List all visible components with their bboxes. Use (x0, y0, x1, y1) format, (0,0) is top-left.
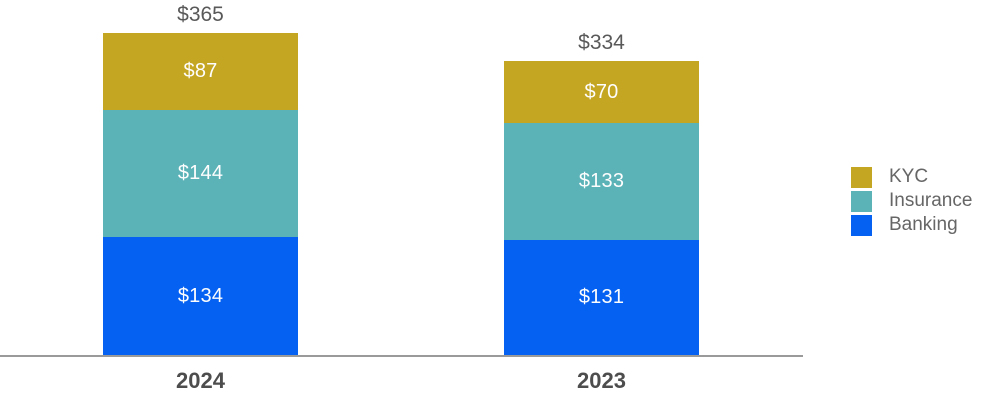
legend-label-insurance: Insurance (889, 190, 973, 211)
category-label-2024: 2024 (176, 368, 225, 393)
bar-segment-kyc-2023: $70 (504, 61, 699, 123)
segment-value-label: $144 (177, 162, 224, 184)
category-label-2023: 2023 (577, 368, 626, 393)
legend-label-banking: Banking (889, 214, 958, 235)
legend-swatch-kyc (851, 166, 872, 188)
legend-item-insurance: Insurance (851, 190, 972, 212)
segment-value-label: $133 (578, 170, 625, 192)
legend-swatch-banking (851, 214, 872, 236)
total-label-2023: $334 (578, 31, 625, 54)
bar-segment-kyc-2024: $87 (103, 33, 298, 110)
total-label-2024: $365 (177, 3, 224, 26)
legend-item-banking: Banking (851, 214, 972, 236)
bar-2024: $134 $144 $87 (103, 0, 298, 355)
bar-segment-insurance-2024: $144 (103, 110, 298, 237)
segment-value-label: $70 (584, 80, 619, 103)
x-axis-line (0, 355, 803, 357)
segment-value-label: $131 (578, 286, 625, 308)
legend-label-kyc: KYC (889, 166, 929, 187)
legend-swatch-insurance (851, 190, 872, 212)
bar-segment-insurance-2023: $133 (504, 123, 699, 240)
bar-segment-banking-2024: $134 (103, 237, 298, 355)
legend-item-kyc: KYC (851, 166, 972, 188)
legend: KYC Insurance Banking (851, 166, 972, 238)
bar-segment-banking-2023: $131 (504, 240, 699, 355)
bar-2023: $131 $133 $70 (504, 0, 699, 355)
segment-value-label: $87 (183, 60, 218, 82)
segment-value-label: $134 (177, 284, 224, 307)
